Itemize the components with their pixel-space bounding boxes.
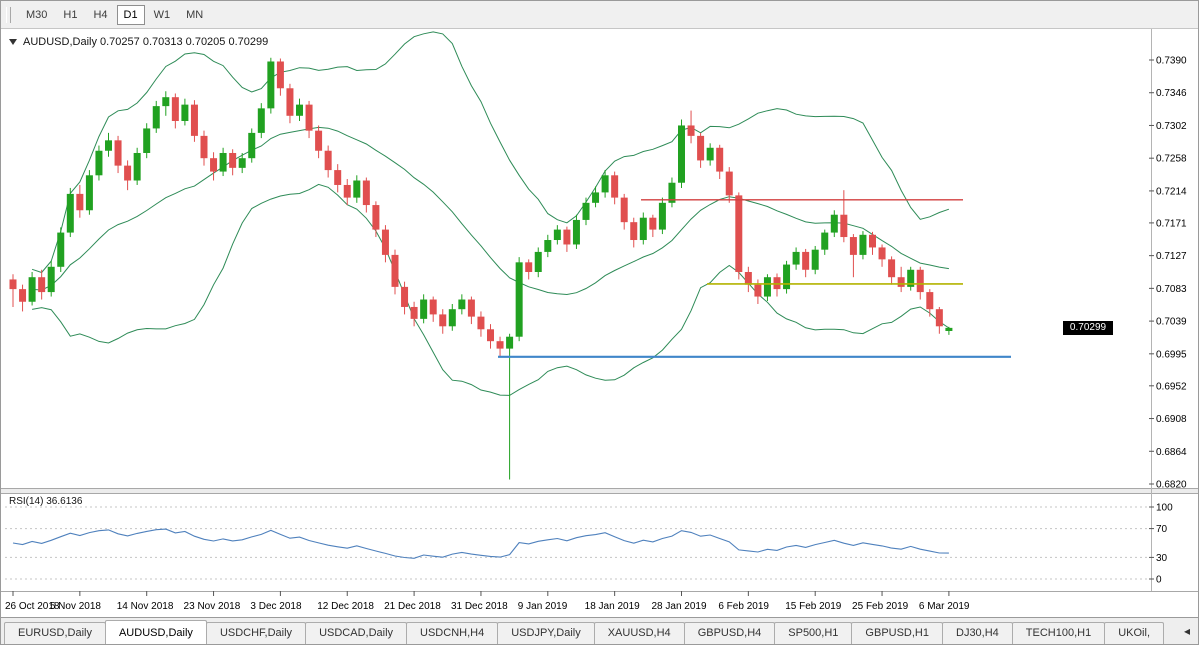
chart-symbol-dropdown-icon xyxy=(9,39,17,45)
bollinger-middle-line xyxy=(32,126,949,296)
svg-text:14 Nov 2018: 14 Nov 2018 xyxy=(117,601,174,612)
svg-text:21 Dec 2018: 21 Dec 2018 xyxy=(384,601,441,612)
tabs-scroll-left-icon[interactable]: ◂ xyxy=(1183,624,1190,638)
candles-layer xyxy=(9,57,953,480)
svg-text:0.7171: 0.7171 xyxy=(1156,218,1187,229)
chart-tab-tech100-h1[interactable]: TECH100,H1 xyxy=(1011,622,1106,644)
chart-tab-bar: EURUSD,Daily AUDUSD,Daily USDCHF,Daily USDC… xyxy=(1,617,1198,644)
svg-text:0.7083: 0.7083 xyxy=(1156,284,1187,295)
chart-tab-usdchf-daily[interactable]: USDCHF,Daily xyxy=(205,622,307,644)
chart-tab-xauusd-h4[interactable]: XAUUSD,H4 xyxy=(593,622,685,644)
timeframe-toolbar: M30 H1 H4 D1 W1 MN xyxy=(1,1,1198,29)
timeframe-button-mn[interactable]: MN xyxy=(186,8,204,21)
timeframe-button-h4[interactable]: H4 xyxy=(93,8,108,21)
svg-text:15 Feb 2019: 15 Feb 2019 xyxy=(785,601,842,612)
svg-text:31 Dec 2018: 31 Dec 2018 xyxy=(451,601,508,612)
svg-text:0.7039: 0.7039 xyxy=(1156,317,1187,328)
svg-text:0.6908: 0.6908 xyxy=(1156,414,1187,425)
svg-text:23 Nov 2018: 23 Nov 2018 xyxy=(184,601,241,612)
chart-title: AUDUSD,Daily 0.70257 0.70313 0.70205 0.7… xyxy=(9,36,268,48)
svg-text:3 Dec 2018: 3 Dec 2018 xyxy=(250,601,302,612)
timeframe-button-w1[interactable]: W1 xyxy=(153,8,171,21)
svg-text:0.6995: 0.6995 xyxy=(1156,349,1187,360)
svg-text:100: 100 xyxy=(1156,503,1173,514)
svg-text:0: 0 xyxy=(1156,575,1162,586)
rsi-indicator-label: RSI(14) 36.6136 xyxy=(9,496,83,507)
rsi-line xyxy=(12,528,949,559)
rsi-panel-layer: 100 70 30 0 xyxy=(5,503,1173,586)
chart-tab-gbpusd-h1[interactable]: GBPUSD,H1 xyxy=(851,622,943,644)
svg-text:0.7214: 0.7214 xyxy=(1156,186,1187,197)
svg-text:28 Jan 2019: 28 Jan 2019 xyxy=(652,601,707,612)
svg-text:30: 30 xyxy=(1156,553,1168,564)
chart-tab-gbpusd-h4[interactable]: GBPUSD,H4 xyxy=(683,622,776,644)
chart-window[interactable]: 0.7390 0.7346 0.7302 0.7258 0.7214 0.7171 0.71… xyxy=(1,29,1199,619)
panel-separators xyxy=(1,29,1198,592)
svg-text:9 Jan 2019: 9 Jan 2019 xyxy=(518,601,568,612)
svg-text:0.7258: 0.7258 xyxy=(1156,154,1187,165)
svg-text:0.6820: 0.6820 xyxy=(1156,480,1187,491)
svg-text:0.6952: 0.6952 xyxy=(1156,381,1187,392)
chart-tab-audusd-daily[interactable]: AUDUSD,Daily xyxy=(104,620,207,644)
svg-text:12 Dec 2018: 12 Dec 2018 xyxy=(317,601,374,612)
svg-text:6 Mar 2019: 6 Mar 2019 xyxy=(919,601,970,612)
toolbar-grip[interactable] xyxy=(6,6,11,23)
current-price-tag: 0.70299 xyxy=(1063,321,1113,335)
chart-title-text: AUDUSD,Daily 0.70257 0.70313 0.70205 0.7… xyxy=(23,36,269,48)
bollinger-upper-line xyxy=(31,31,950,274)
timeframe-button-m30[interactable]: M30 xyxy=(26,8,48,21)
chart-tab-ukoil[interactable]: UKOil, xyxy=(1104,622,1164,644)
horizontal-lines-layer[interactable] xyxy=(498,199,1011,358)
chart-tab-usdcad-daily[interactable]: USDCAD,Daily xyxy=(305,622,408,644)
chart-tab-eurusd-daily[interactable]: EURUSD,Daily xyxy=(4,622,106,644)
price-axis-layer: 0.7390 0.7346 0.7302 0.7258 0.7214 0.7171 0.71… xyxy=(1149,56,1187,491)
chart-tab-dj30-h4[interactable]: DJ30,H4 xyxy=(942,622,1013,644)
svg-text:0.7302: 0.7302 xyxy=(1156,121,1187,132)
svg-text:5 Nov 2018: 5 Nov 2018 xyxy=(50,601,102,612)
bollinger-lower-line xyxy=(32,183,950,396)
svg-text:18 Jan 2019: 18 Jan 2019 xyxy=(585,601,640,612)
chart-canvas[interactable]: 0.7390 0.7346 0.7302 0.7258 0.7214 0.7171 0.71… xyxy=(1,29,1199,619)
svg-text:0.7390: 0.7390 xyxy=(1156,56,1187,67)
timeframe-button-h1[interactable]: H1 xyxy=(63,8,78,21)
svg-text:0.7127: 0.7127 xyxy=(1156,251,1187,262)
svg-text:6 Feb 2019: 6 Feb 2019 xyxy=(718,601,769,612)
svg-text:0.7346: 0.7346 xyxy=(1156,88,1187,99)
chart-tab-sp500-h1[interactable]: SP500,H1 xyxy=(774,622,853,644)
bollinger-bands-layer xyxy=(31,31,950,396)
chart-tab-usdjpy-daily[interactable]: USDJPY,Daily xyxy=(497,622,595,644)
svg-text:70: 70 xyxy=(1156,524,1168,535)
svg-text:0.6864: 0.6864 xyxy=(1156,447,1187,458)
svg-text:26 Oct 2018: 26 Oct 2018 xyxy=(5,601,60,612)
chart-tab-usdcnh-h4[interactable]: USDCNH,H4 xyxy=(406,622,499,644)
svg-text:25 Feb 2019: 25 Feb 2019 xyxy=(852,601,909,612)
timeframe-button-d1[interactable]: D1 xyxy=(116,4,145,25)
